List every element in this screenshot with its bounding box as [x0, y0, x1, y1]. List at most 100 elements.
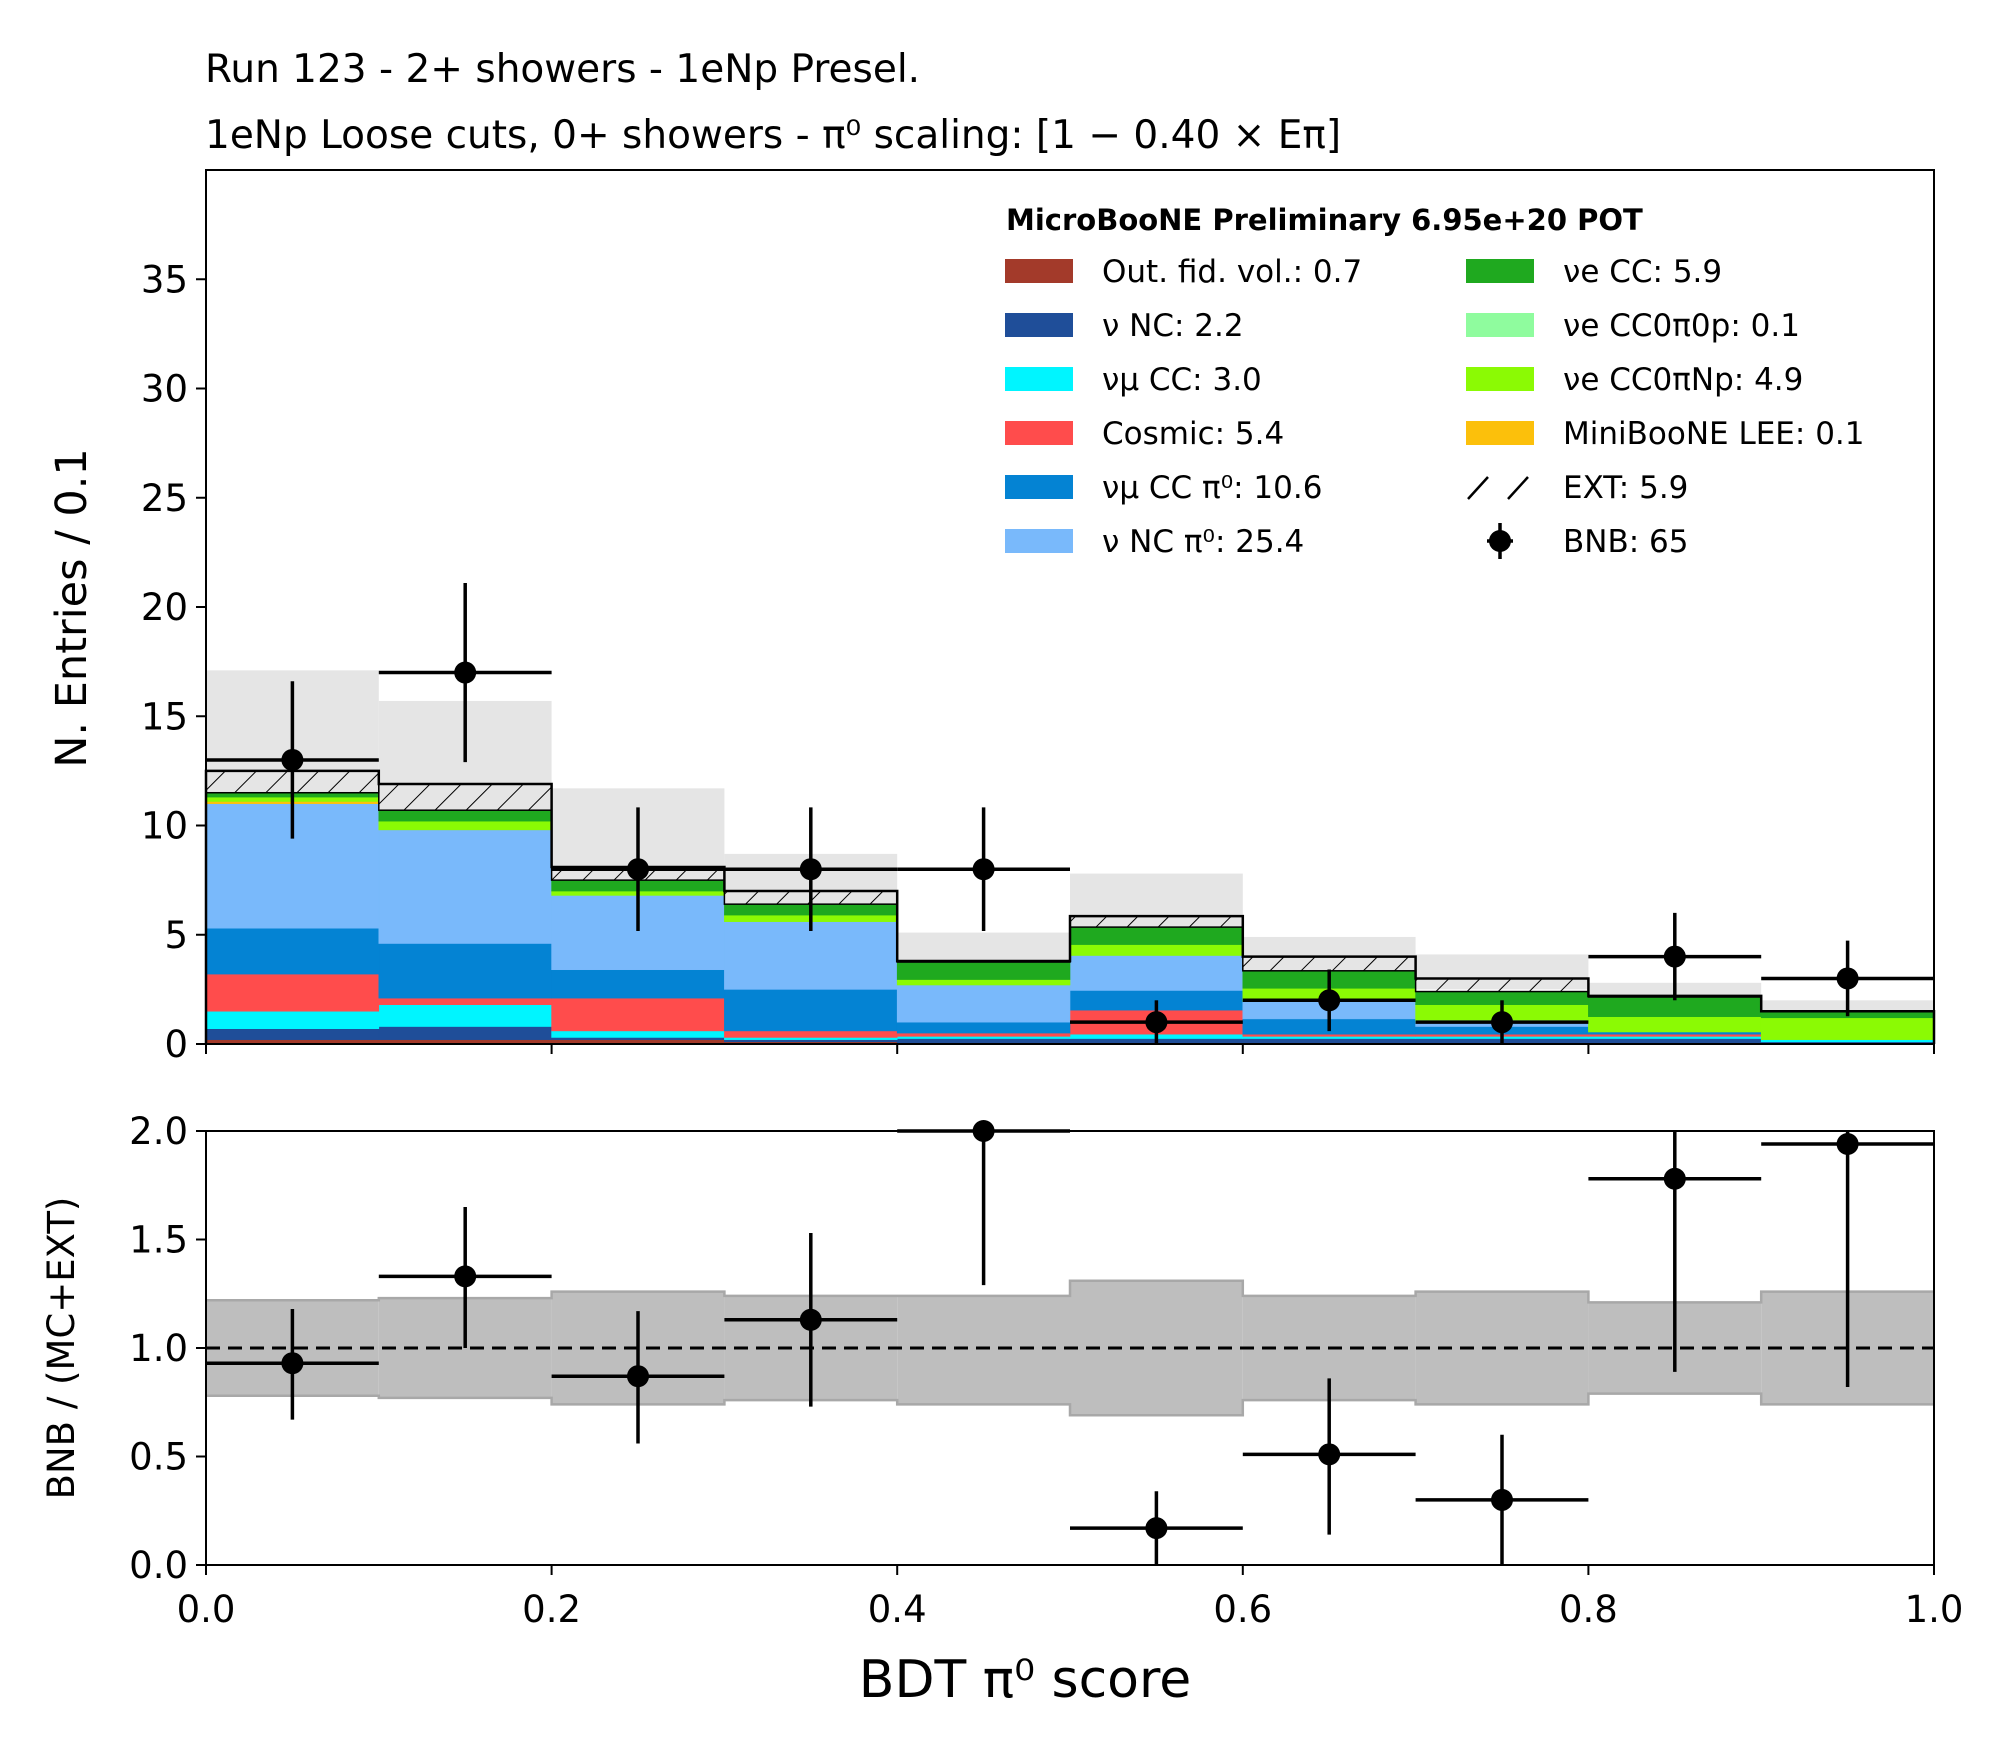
x-tick-label: 0.4 [868, 1588, 927, 1631]
legend-swatch [1005, 529, 1073, 553]
ratio-y-tick-label: 0.0 [129, 1544, 188, 1587]
legend-swatch [1466, 367, 1534, 391]
legend-swatch [1466, 313, 1534, 337]
x-tick-label: 0.8 [1559, 1588, 1618, 1631]
stack-bar-4 [724, 989, 898, 1032]
data-point [1318, 989, 1341, 1012]
main-y-tick-label: 5 [164, 914, 188, 957]
stack-bar-2 [896, 1036, 1071, 1039]
x-tick-label: 0.6 [1213, 1588, 1272, 1631]
legend-swatch [1005, 367, 1073, 391]
stack-bar-3 [551, 997, 725, 1032]
main-y-tick-label: 15 [141, 695, 188, 738]
legend-label: EXT: 5.9 [1563, 470, 1688, 506]
stack-bar-3 [1242, 1033, 1416, 1037]
chart-title-line1: Run 123 - 2+ showers - 1eNp Presel. [205, 47, 920, 92]
ratio-y-tick-label: 0.5 [129, 1436, 188, 1479]
x-tick-label: 0.0 [177, 1588, 236, 1631]
stack-bar-8 [378, 820, 552, 831]
main-y-tick-label: 25 [141, 477, 188, 520]
legend-hatch-swatch [1467, 476, 1489, 500]
ratio-point [1145, 1517, 1168, 1540]
legend-label: νe CC0π0p: 0.1 [1563, 308, 1800, 344]
legend-data-marker [1489, 530, 1511, 552]
data-point [1491, 1011, 1513, 1034]
stack-bar-4 [551, 969, 725, 999]
data-point [1145, 1011, 1168, 1034]
ratio-point [281, 1352, 304, 1375]
ratio-y-tick-label: 1.0 [129, 1327, 188, 1370]
data-point [281, 748, 304, 771]
stack-bar-2 [378, 1004, 552, 1027]
legend-entry: νμ CC: 3.0 [1005, 362, 1262, 398]
stack-bar-3 [896, 1032, 1071, 1037]
data-point [799, 858, 822, 881]
legend-swatch [1466, 421, 1534, 445]
stack-bar-2 [724, 1037, 898, 1040]
stack-bar-1 [378, 1026, 552, 1040]
ratio-point [1491, 1488, 1513, 1511]
legend: MicroBooNE Preliminary 6.95e+20 POT Out.… [1005, 203, 1865, 560]
stack-bar-3 [205, 973, 380, 1012]
ratio-y-axis-label: BNB / (MC+EXT) [40, 1197, 83, 1500]
legend-entry: Out. fid. vol.: 0.7 [1005, 254, 1362, 290]
legend-entry: BNB: 65 [1487, 523, 1688, 560]
data-point [627, 858, 649, 881]
stack-bar-2 [1588, 1036, 1762, 1039]
data-point [972, 858, 995, 881]
stack-bar-5 [378, 829, 552, 944]
legend-label: νe CC0πNp: 4.9 [1563, 362, 1803, 398]
stack-bar-9 [1069, 926, 1244, 945]
stack-bar-3 [724, 1030, 898, 1038]
ratio-point [627, 1365, 649, 1388]
data-point [1663, 945, 1686, 968]
legend-swatch [1005, 259, 1073, 283]
stack-bar-8 [1588, 1016, 1762, 1033]
stack-bar-4 [205, 927, 380, 975]
stack-bar-1 [1242, 1038, 1416, 1044]
stack-bar-3 [378, 997, 552, 1005]
stack-bar-5 [1069, 955, 1244, 991]
ratio-band-bin [897, 1295, 1070, 1405]
stack-bar-1 [205, 1028, 380, 1040]
main-axes: 0 5 10 15 20 25 30 35 [141, 169, 1935, 1066]
x-axis-label: BDT π⁰ score [859, 1650, 1191, 1710]
stack-bar-9 [378, 809, 552, 822]
legend-entry: νμ CC π⁰: 10.6 [1005, 470, 1322, 506]
ext-hatch-bar [1069, 915, 1244, 928]
main-y-tick-label: 30 [141, 368, 188, 411]
ratio-point [1318, 1443, 1341, 1466]
main-plot: 0 5 10 15 20 25 30 35 N. Entries / 0.1 [47, 169, 1936, 1066]
stack-bar-8 [896, 979, 1071, 986]
ext-hatch-bar [1414, 977, 1590, 993]
ratio-y-tick-label: 1.5 [129, 1219, 188, 1262]
ratio-point [1663, 1167, 1686, 1190]
legend-label: νe CC: 5.9 [1563, 254, 1722, 290]
stack-bar-1 [1588, 1038, 1762, 1044]
legend-swatch [1466, 259, 1534, 283]
chart-title-line2: 1eNp Loose cuts, 0+ showers - π⁰ scaling… [205, 113, 1341, 158]
legend-label: MiniBooNE LEE: 0.1 [1563, 416, 1865, 452]
stack-bar-1 [551, 1037, 725, 1040]
stack-bar-4 [1588, 1031, 1762, 1035]
data-point [454, 661, 477, 684]
stack-bar-9 [896, 961, 1071, 980]
legend-entry: Cosmic: 5.4 [1005, 416, 1284, 452]
x-tick-label: 0.2 [522, 1588, 581, 1631]
legend-header: MicroBooNE Preliminary 6.95e+20 POT [1006, 203, 1643, 237]
stack-bar-2 [551, 1030, 725, 1038]
ratio-band-upper-edge [206, 1279, 1934, 1304]
legend-entry: MiniBooNE LEE: 0.1 [1466, 416, 1865, 452]
data-point [1836, 967, 1859, 990]
stack-bar-8 [1069, 944, 1244, 956]
ratio-point [1836, 1133, 1859, 1156]
legend-swatch [1005, 421, 1073, 445]
legend-entry: νe CC0π0p: 0.1 [1466, 308, 1800, 344]
stack-bar-4 [378, 943, 552, 999]
legend-label: νμ CC π⁰: 10.6 [1102, 470, 1322, 506]
stack-bar-2 [205, 1010, 380, 1030]
main-y-tick-label: 35 [141, 258, 188, 301]
stack-bar-1 [724, 1039, 898, 1043]
legend-entry: EXT: 5.9 [1467, 470, 1688, 506]
